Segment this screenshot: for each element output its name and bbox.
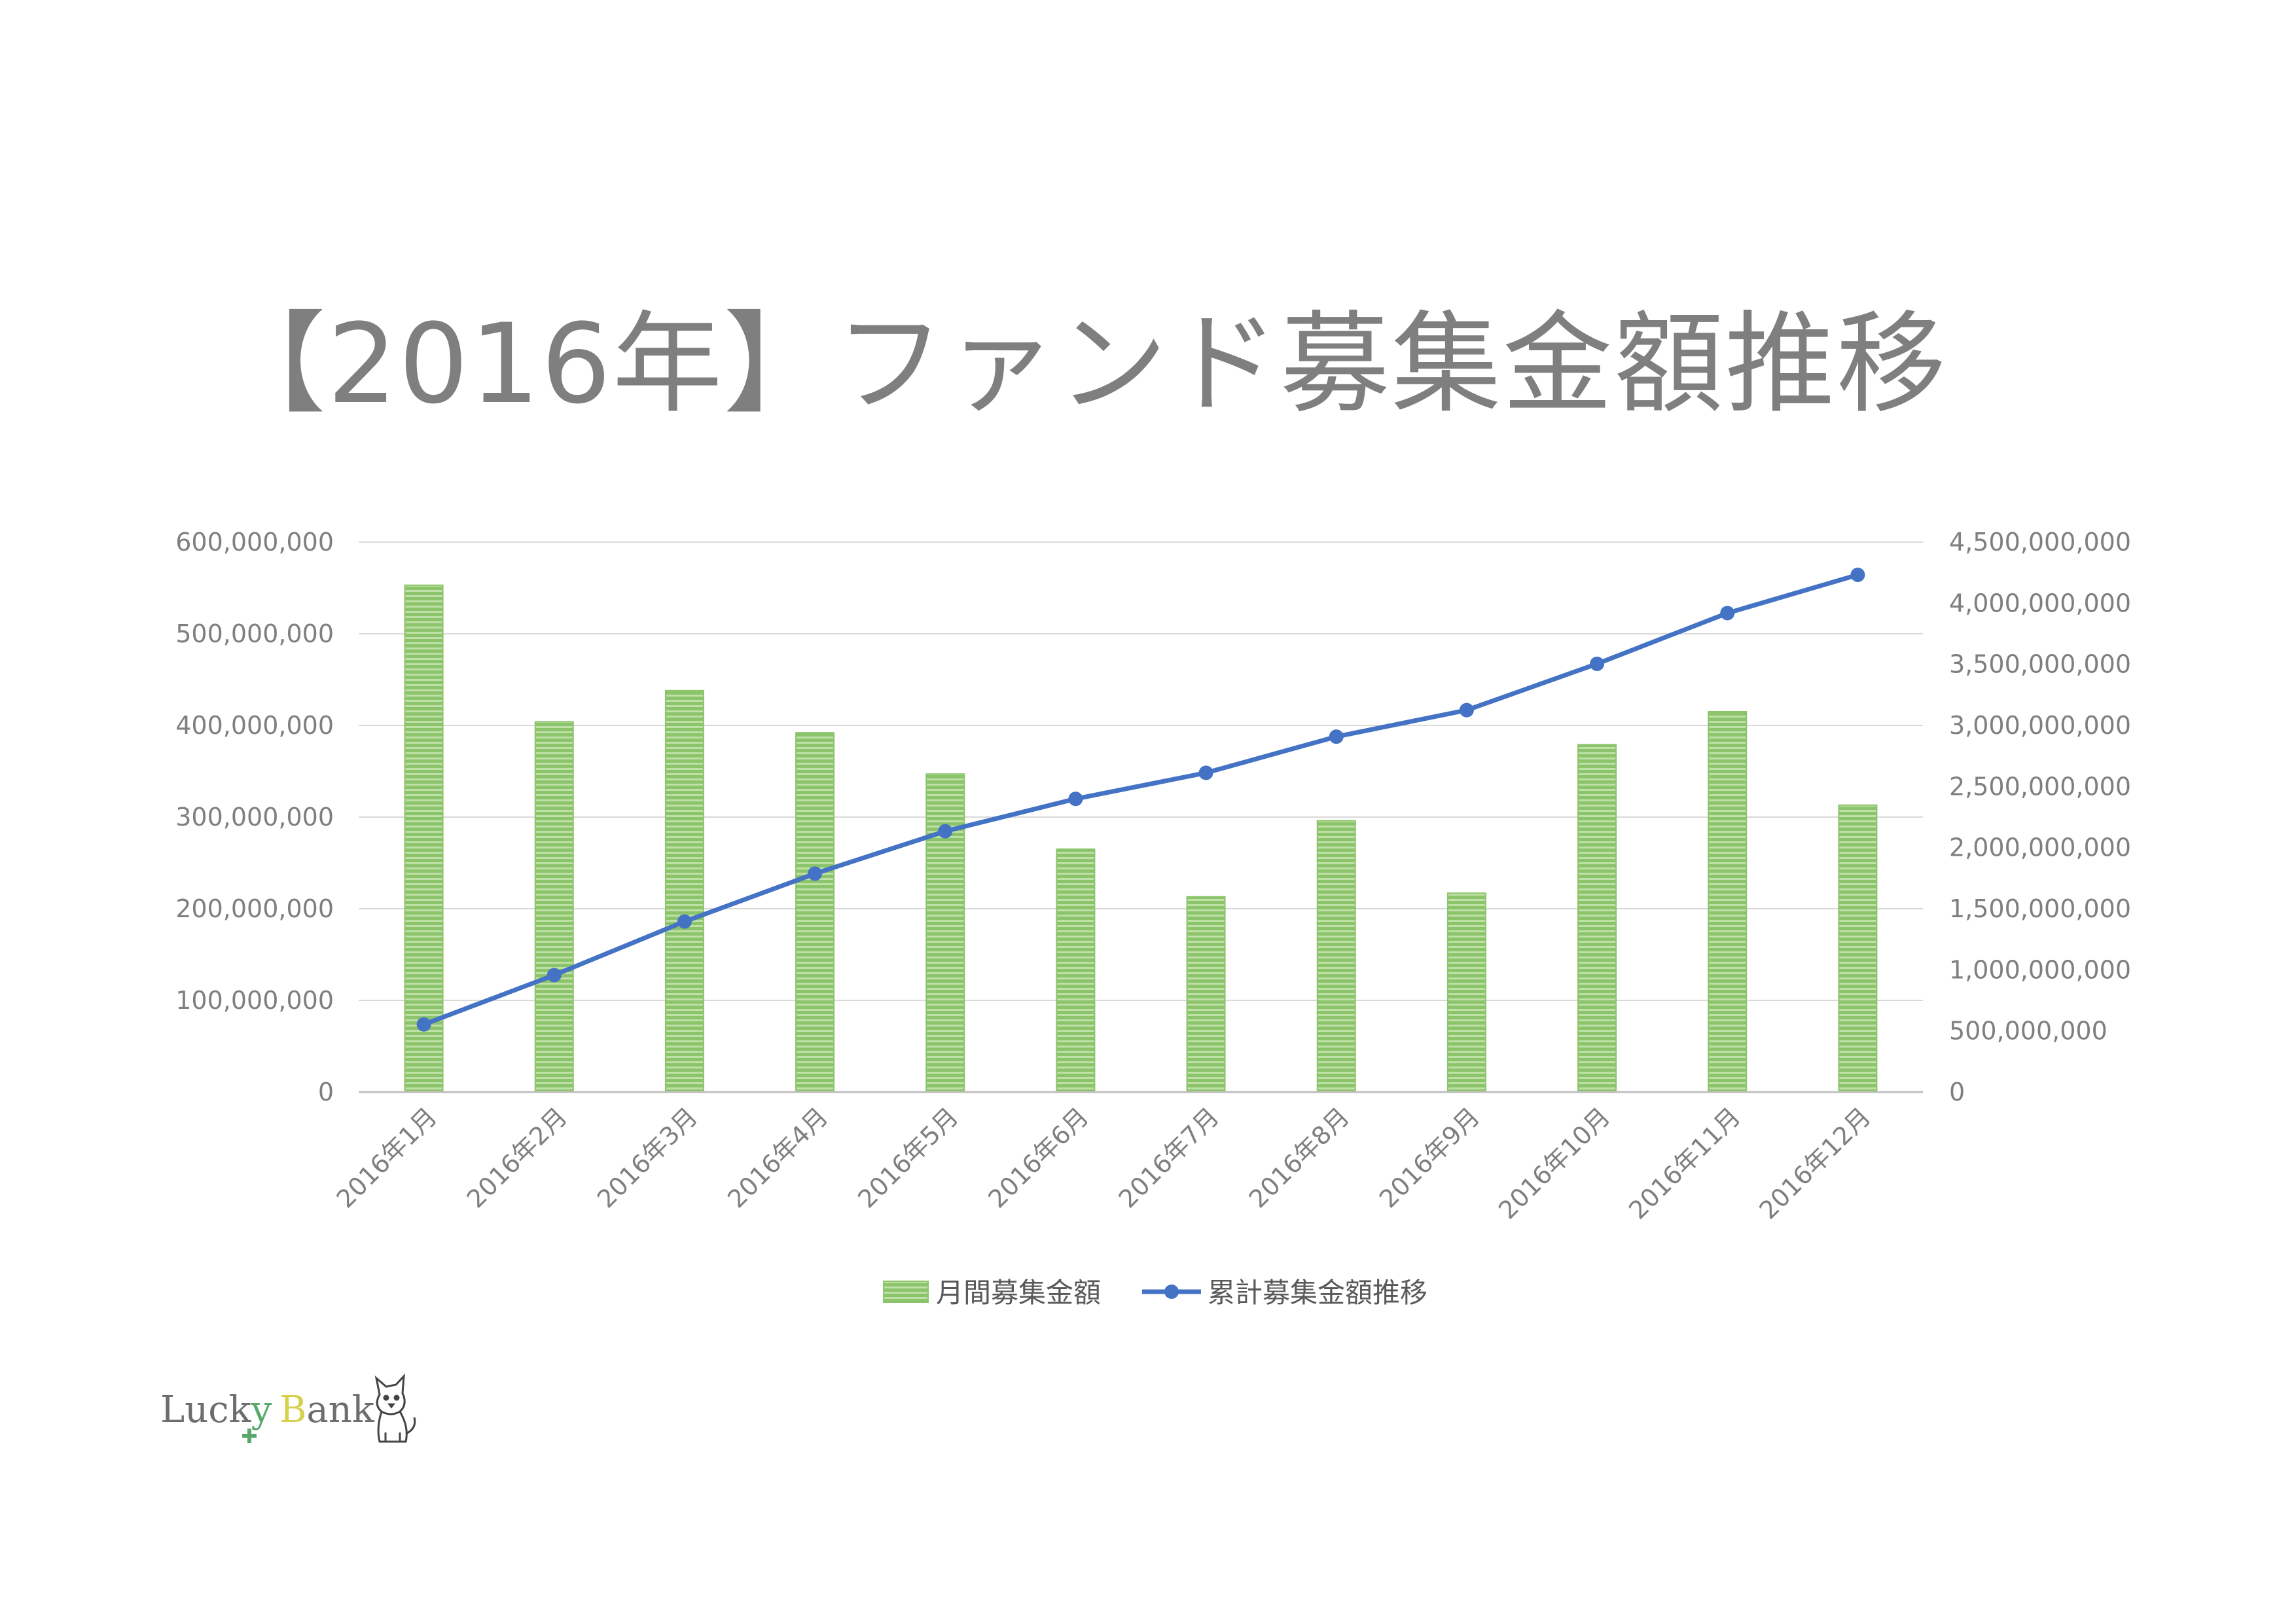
page-title: 【2016年】ファンド募集金額推移 xyxy=(216,300,1948,428)
y-tick-label-right: 2,500,000,000 xyxy=(1949,772,2131,801)
logo-plus-icon xyxy=(242,1429,257,1443)
logo-text-ank: ank xyxy=(306,1389,374,1431)
x-tick-label: 2016年5月 xyxy=(852,1102,963,1213)
x-tick-label: 2016年3月 xyxy=(592,1102,703,1213)
x-tick-label: 2016年1月 xyxy=(331,1102,442,1213)
line-series xyxy=(416,568,1865,1032)
y-tick-label-right: 3,000,000,000 xyxy=(1949,711,2131,740)
x-tick-label: 2016年6月 xyxy=(982,1102,1094,1213)
y-tick-label-right: 4,500,000,000 xyxy=(1949,528,2131,556)
line-point xyxy=(677,914,692,929)
lucky-bank-logo: Lucky Bank xyxy=(160,1373,416,1443)
bar xyxy=(1577,744,1617,1093)
legend-label-bar: 月間募集金額 xyxy=(936,1277,1101,1309)
dog-icon xyxy=(374,1373,416,1443)
line-point xyxy=(1068,792,1083,807)
bar xyxy=(1708,711,1748,1093)
y-tick-label-right: 3,500,000,000 xyxy=(1949,650,2131,679)
x-tick-label: 2016年9月 xyxy=(1374,1102,1485,1213)
line-point xyxy=(808,866,823,881)
y-tick-label-right: 4,000,000,000 xyxy=(1949,589,2131,617)
bar xyxy=(404,584,444,1093)
bar xyxy=(534,721,574,1093)
bar xyxy=(664,689,704,1093)
y-tick-label-left: 100,000,000 xyxy=(175,986,334,1015)
logo-text-y: y xyxy=(251,1389,272,1431)
y-tick-label-right: 1,500,000,000 xyxy=(1949,894,2131,923)
legend: 月間募集金額 累計募集金額推移 xyxy=(883,1277,1427,1309)
line-point xyxy=(1590,656,1605,671)
y-tick-label-right: 1,000,000,000 xyxy=(1949,955,2131,984)
x-tick-label: 2016年11月 xyxy=(1623,1102,1746,1224)
bar xyxy=(1186,896,1226,1093)
line-point xyxy=(1850,568,1865,583)
x-tick-label: 2016年7月 xyxy=(1113,1102,1225,1213)
y-tick-label-left: 300,000,000 xyxy=(175,803,334,831)
line-point xyxy=(1329,729,1344,744)
line-point xyxy=(1459,702,1474,718)
bar xyxy=(1316,820,1356,1093)
legend-label-line: 累計募集金額推移 xyxy=(1208,1277,1427,1309)
line-point xyxy=(416,1017,431,1032)
y-tick-label-right: 0 xyxy=(1949,1078,1965,1106)
line-point xyxy=(1720,606,1735,621)
logo-text-luck: Luck xyxy=(160,1389,252,1431)
bar xyxy=(1838,804,1878,1093)
bar xyxy=(925,773,965,1093)
y-tick-label-left: 400,000,000 xyxy=(175,711,334,740)
gridlines xyxy=(359,541,1923,1001)
logo-text-b: B xyxy=(279,1389,306,1431)
legend-swatch-point xyxy=(1164,1285,1179,1299)
y-tick-label-left: 0 xyxy=(318,1078,334,1106)
bar xyxy=(1446,892,1486,1093)
y-tick-label-left: 600,000,000 xyxy=(175,528,334,556)
x-tick-label: 2016年10月 xyxy=(1493,1102,1615,1224)
y-tick-label-right: 500,000,000 xyxy=(1949,1017,2108,1046)
bar-series xyxy=(404,584,1878,1093)
x-tick-label: 2016年4月 xyxy=(722,1102,833,1213)
bar xyxy=(795,732,835,1093)
y-tick-label-left: 500,000,000 xyxy=(175,619,334,648)
line-point xyxy=(938,824,953,839)
x-tick-label: 2016年12月 xyxy=(1753,1102,1876,1224)
y-tick-label-right: 2,000,000,000 xyxy=(1949,833,2131,862)
tick-labels: 0 100,000,000 200,000,000 300,000,000 400,00… xyxy=(175,528,2131,1225)
x-tick-label: 2016年2月 xyxy=(461,1102,573,1213)
line-point xyxy=(547,968,562,983)
cumulative-line xyxy=(423,572,1859,1027)
y-tick-label-left: 200,000,000 xyxy=(175,894,334,923)
line-point xyxy=(1198,765,1213,780)
legend-swatch-bar xyxy=(883,1281,929,1303)
x-tick-label: 2016年8月 xyxy=(1244,1102,1355,1213)
bar xyxy=(1056,848,1096,1093)
